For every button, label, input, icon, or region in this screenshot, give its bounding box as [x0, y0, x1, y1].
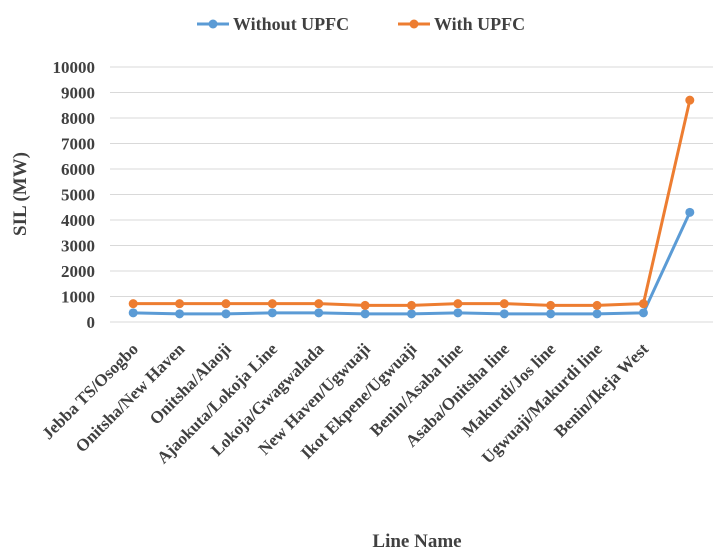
legend-label-without-upfc: Without UPFC [233, 14, 349, 34]
data-point [267, 299, 277, 309]
data-point [360, 300, 370, 310]
x-axis-title: Line Name [372, 531, 461, 550]
legend-item-without-upfc: Without UPFC [197, 14, 349, 34]
series-line [133, 99, 692, 307]
y-tick-label: 9000 [61, 84, 95, 103]
data-point [314, 308, 324, 318]
legend-item-with-upfc: With UPFC [398, 14, 525, 34]
y-axis-ticks: 0 1000 2000 3000 4000 5000 6000 7000 8000 9000 100… [53, 58, 96, 332]
data-point [407, 309, 416, 319]
data-point [128, 308, 138, 318]
series-1 [128, 95, 695, 310]
data-point [546, 309, 556, 319]
series-layer [128, 95, 695, 319]
data-point [592, 300, 602, 310]
legend: Without UPFC With UPFC [197, 14, 525, 34]
y-tick-label: 7000 [61, 135, 95, 154]
data-point [592, 309, 602, 319]
data-point [685, 207, 695, 217]
y-tick-label: 1000 [61, 288, 95, 307]
data-point [360, 309, 370, 319]
data-point [175, 309, 185, 319]
data-point [453, 299, 463, 309]
y-tick-label: 10000 [53, 58, 96, 77]
y-tick-label: 8000 [61, 109, 95, 128]
data-point [453, 308, 463, 318]
data-point [499, 299, 509, 309]
data-point [314, 299, 324, 309]
gridlines [110, 66, 713, 323]
y-tick-label: 3000 [61, 237, 95, 256]
data-point [499, 309, 509, 319]
y-tick-label: 2000 [61, 262, 95, 281]
data-point [221, 299, 231, 309]
y-axis-title: SIL (MW) [10, 152, 31, 236]
series-line [133, 211, 692, 316]
data-point [638, 299, 648, 309]
data-point [221, 309, 231, 319]
data-point [128, 299, 138, 309]
data-point [407, 300, 416, 310]
legend-label-with-upfc: With UPFC [434, 14, 525, 34]
data-point [546, 300, 556, 310]
y-tick-label: 4000 [61, 211, 95, 230]
y-tick-label: 6000 [61, 160, 95, 179]
data-point [685, 95, 695, 105]
data-point [175, 299, 185, 309]
y-tick-label: 5000 [61, 186, 95, 205]
legend-marker-without-upfc [208, 19, 218, 29]
y-tick-label: 0 [87, 313, 96, 332]
series-0 [128, 207, 695, 319]
legend-marker-with-upfc [409, 19, 419, 29]
data-point [267, 308, 277, 318]
x-tick-label: Onitsha/Alaoji [146, 339, 235, 428]
data-point [638, 308, 648, 318]
